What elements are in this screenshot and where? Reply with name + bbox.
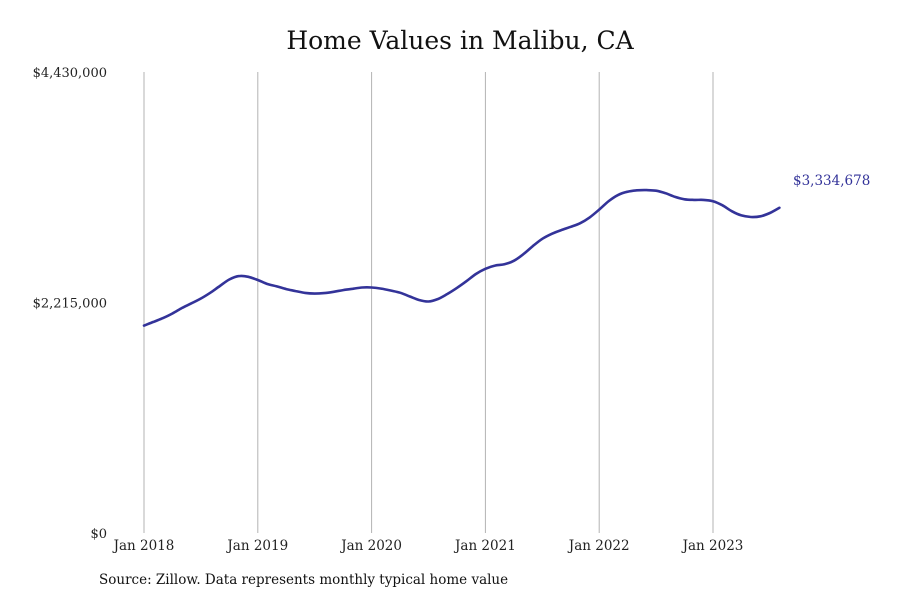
x-tick-label: Jan 2022 [567, 538, 630, 554]
data-point [408, 295, 411, 298]
data-point [437, 298, 440, 301]
data-point [143, 324, 146, 327]
data-point [522, 253, 525, 256]
series-line [142, 188, 781, 327]
data-point [209, 291, 212, 294]
data-point [228, 278, 231, 281]
data-point [683, 198, 686, 201]
data-point [664, 192, 667, 195]
data-point [626, 190, 629, 193]
data-point [532, 245, 535, 248]
data-point [266, 283, 269, 286]
x-tick-label: Jan 2018 [112, 538, 175, 554]
data-point [721, 204, 724, 207]
data-point [503, 263, 506, 266]
data-point [238, 275, 241, 278]
data-point [579, 222, 582, 225]
data-point [200, 297, 203, 300]
data-point [361, 286, 364, 289]
data-point [389, 289, 392, 292]
data-point [484, 268, 487, 271]
data-point [190, 302, 193, 305]
series-layer: $3,334,678 [142, 173, 870, 327]
data-point [285, 288, 288, 291]
data-point [740, 214, 743, 217]
data-point [778, 207, 781, 210]
data-point [693, 199, 696, 202]
data-point [219, 285, 222, 288]
data-point [181, 307, 184, 310]
x-tick-label: Jan 2019 [225, 538, 288, 554]
data-point [456, 287, 459, 290]
data-point [418, 299, 421, 302]
data-point [465, 280, 468, 283]
data-point [332, 291, 335, 294]
chart-title: Home Values in Malibu, CA [286, 26, 634, 55]
data-point [607, 200, 610, 203]
y-tick-label: $4,430,000 [33, 66, 107, 81]
data-point [247, 276, 250, 279]
data-point [712, 200, 715, 203]
y-axis-tick-labels: $0 $2,215,000 $4,430,000 [33, 66, 107, 542]
data-point [162, 317, 165, 320]
data-point [588, 216, 591, 219]
data-point [342, 289, 345, 292]
x-tick-label: Jan 2021 [453, 538, 516, 554]
data-point [674, 196, 677, 199]
source-note: Source: Zillow. Data represents monthly … [99, 572, 509, 588]
data-point [171, 312, 174, 315]
data-point [769, 212, 772, 215]
y-tick-label: $0 [90, 527, 107, 542]
data-point [513, 260, 516, 263]
data-point [152, 321, 155, 324]
data-point [370, 286, 373, 289]
data-point [598, 208, 601, 211]
data-point [304, 292, 307, 295]
data-point [313, 292, 316, 295]
data-point [446, 293, 449, 296]
data-point [636, 189, 639, 192]
data-point [294, 290, 297, 293]
data-point [551, 233, 554, 236]
data-point [617, 194, 620, 197]
x-tick-label: Jan 2020 [339, 538, 402, 554]
data-point [475, 273, 478, 276]
data-point [351, 288, 354, 291]
data-point [759, 215, 762, 218]
data-point [731, 210, 734, 213]
data-point [380, 287, 383, 290]
data-point [494, 264, 497, 267]
data-point [257, 279, 260, 282]
data-point [399, 291, 402, 294]
data-point [276, 285, 279, 288]
data-point [560, 229, 563, 232]
gridlines [143, 72, 714, 533]
series-end-label: $3,334,678 [793, 173, 870, 189]
x-tick-label: Jan 2023 [681, 538, 744, 554]
data-point [750, 216, 753, 219]
y-tick-label: $2,215,000 [33, 297, 107, 312]
data-point [645, 189, 648, 192]
x-axis-tick-labels: Jan 2018 Jan 2019 Jan 2020 Jan 2021 Jan 2022… [112, 538, 744, 554]
data-point [702, 199, 705, 202]
data-point [323, 292, 326, 295]
data-point [570, 226, 573, 229]
data-point [541, 238, 544, 241]
data-point [655, 189, 658, 192]
data-point [427, 300, 430, 303]
